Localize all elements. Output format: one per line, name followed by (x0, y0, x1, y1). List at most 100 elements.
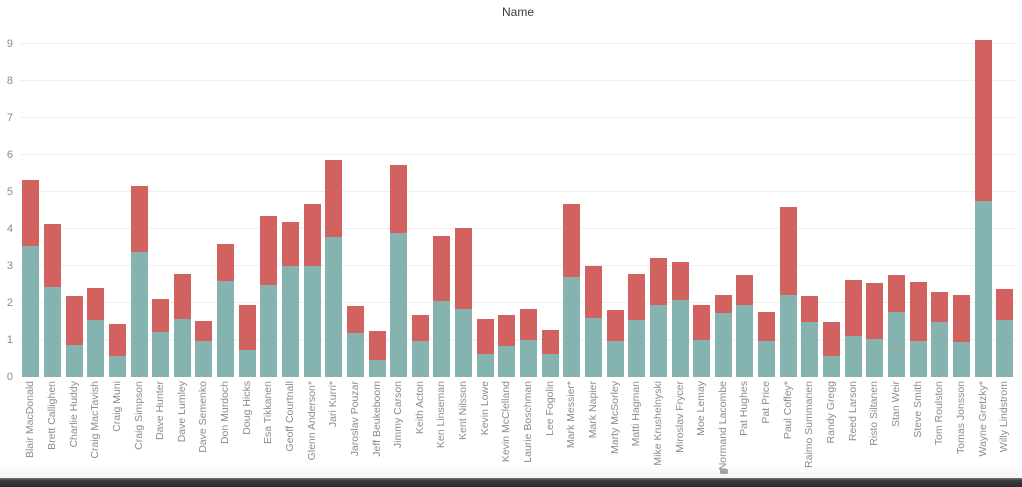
bar-segment-bottom[interactable] (996, 320, 1013, 377)
bar-segment-top[interactable] (44, 224, 61, 287)
bar-segment-bottom[interactable] (563, 277, 580, 377)
bar[interactable] (821, 26, 843, 377)
bar-segment-bottom[interactable] (87, 320, 104, 377)
bar[interactable] (193, 26, 215, 377)
bar-segment-top[interactable] (455, 228, 472, 309)
bar[interactable] (539, 26, 561, 377)
bar[interactable] (150, 26, 172, 377)
bar-segment-top[interactable] (282, 222, 299, 266)
bar-segment-top[interactable] (260, 216, 277, 285)
bar-segment-bottom[interactable] (44, 287, 61, 377)
bar-segment-top[interactable] (498, 315, 515, 346)
bar-segment-top[interactable] (888, 275, 905, 312)
bar-segment-top[interactable] (390, 165, 407, 233)
bar-segment-top[interactable] (217, 244, 234, 281)
bar-segment-top[interactable] (433, 236, 450, 301)
bar-segment-top[interactable] (758, 312, 775, 341)
bar-segment-bottom[interactable] (931, 322, 948, 377)
bar[interactable] (128, 26, 150, 377)
bar-segment-top[interactable] (996, 289, 1013, 321)
bar[interactable] (323, 26, 345, 377)
bar-segment-bottom[interactable] (152, 332, 169, 377)
bar[interactable] (518, 26, 540, 377)
bar-segment-top[interactable] (66, 296, 83, 344)
bar-segment-bottom[interactable] (801, 322, 818, 377)
bar[interactable] (215, 26, 237, 377)
bar[interactable] (951, 26, 973, 377)
bar-segment-bottom[interactable] (715, 313, 732, 377)
bar-segment-bottom[interactable] (672, 300, 689, 377)
bar-segment-bottom[interactable] (910, 341, 927, 377)
bar-segment-top[interactable] (304, 204, 321, 266)
bar-segment-bottom[interactable] (433, 301, 450, 377)
bar[interactable] (972, 26, 994, 377)
bar[interactable] (474, 26, 496, 377)
grip-handle[interactable] (720, 469, 728, 474)
bar[interactable] (886, 26, 908, 377)
bar-segment-top[interactable] (628, 274, 645, 321)
bar[interactable] (561, 26, 583, 377)
bar-segment-bottom[interactable] (22, 246, 39, 377)
bar[interactable] (583, 26, 605, 377)
bar[interactable] (713, 26, 735, 377)
bar-segment-bottom[interactable] (866, 339, 883, 377)
bar-segment-bottom[interactable] (498, 346, 515, 377)
bar-segment-top[interactable] (910, 282, 927, 341)
bar-segment-bottom[interactable] (325, 237, 342, 377)
bar-segment-bottom[interactable] (477, 354, 494, 377)
bar[interactable] (63, 26, 85, 377)
bar[interactable] (431, 26, 453, 377)
bar[interactable] (669, 26, 691, 377)
bar-segment-bottom[interactable] (217, 281, 234, 377)
bar-segment-bottom[interactable] (347, 333, 364, 377)
bar[interactable] (410, 26, 432, 377)
bar-segment-top[interactable] (87, 288, 104, 319)
bar-segment-bottom[interactable] (607, 341, 624, 377)
bar[interactable] (85, 26, 107, 377)
bar[interactable] (20, 26, 42, 377)
bar-segment-top[interactable] (520, 309, 537, 341)
bar-segment-top[interactable] (109, 324, 126, 355)
bar-segment-bottom[interactable] (282, 266, 299, 377)
bar-segment-bottom[interactable] (174, 319, 191, 377)
bar-segment-bottom[interactable] (845, 336, 862, 377)
bar-segment-top[interactable] (131, 186, 148, 252)
bar-segment-bottom[interactable] (412, 341, 429, 377)
bar-segment-bottom[interactable] (369, 360, 386, 377)
bar[interactable] (258, 26, 280, 377)
bar[interactable] (388, 26, 410, 377)
bar[interactable] (864, 26, 886, 377)
bar-segment-bottom[interactable] (455, 309, 472, 377)
bar-segment-top[interactable] (239, 305, 256, 349)
bar-segment-bottom[interactable] (390, 233, 407, 377)
bar[interactable] (345, 26, 367, 377)
bar-segment-top[interactable] (542, 330, 559, 355)
bar-segment-top[interactable] (412, 315, 429, 340)
bar-segment-bottom[interactable] (520, 340, 537, 377)
bar-segment-top[interactable] (845, 280, 862, 337)
bar-segment-top[interactable] (931, 292, 948, 323)
bar[interactable] (604, 26, 626, 377)
bar[interactable] (626, 26, 648, 377)
bar[interactable] (777, 26, 799, 377)
bar-segment-bottom[interactable] (758, 341, 775, 377)
bar-segment-top[interactable] (715, 295, 732, 313)
bar[interactable] (301, 26, 323, 377)
bar-segment-top[interactable] (347, 306, 364, 333)
bar-segment-top[interactable] (152, 299, 169, 331)
bar-segment-top[interactable] (195, 321, 212, 341)
bar[interactable] (107, 26, 129, 377)
bar[interactable] (929, 26, 951, 377)
bar-segment-top[interactable] (477, 319, 494, 355)
bar-segment-top[interactable] (801, 296, 818, 321)
bar-segment-bottom[interactable] (975, 201, 992, 377)
bar-segment-bottom[interactable] (585, 318, 602, 377)
bar-segment-bottom[interactable] (693, 340, 710, 377)
bar-segment-bottom[interactable] (304, 266, 321, 377)
bar[interactable] (799, 26, 821, 377)
bar-segment-top[interactable] (736, 275, 753, 305)
bar[interactable] (42, 26, 64, 377)
bar-segment-top[interactable] (672, 262, 689, 300)
bar-segment-bottom[interactable] (239, 350, 256, 377)
bar-segment-top[interactable] (866, 283, 883, 338)
